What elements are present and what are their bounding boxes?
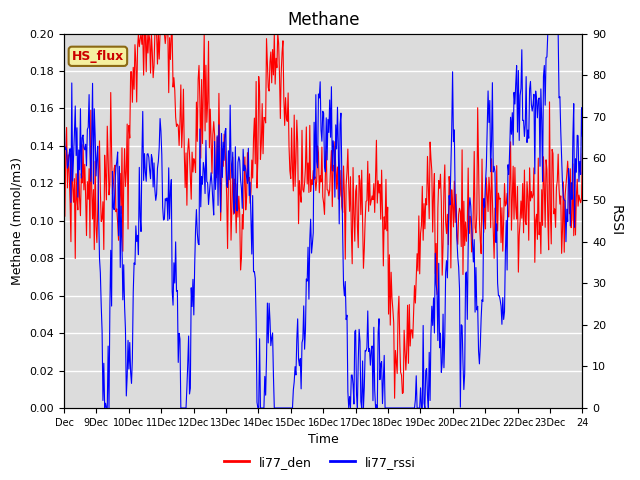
Title: Methane: Methane (287, 11, 360, 29)
Text: HS_flux: HS_flux (72, 50, 124, 63)
Y-axis label: Methane (mmol/m3): Methane (mmol/m3) (11, 157, 24, 285)
Legend: li77_den, li77_rssi: li77_den, li77_rssi (219, 451, 421, 474)
Y-axis label: RSSI: RSSI (609, 205, 623, 236)
X-axis label: Time: Time (308, 433, 339, 446)
